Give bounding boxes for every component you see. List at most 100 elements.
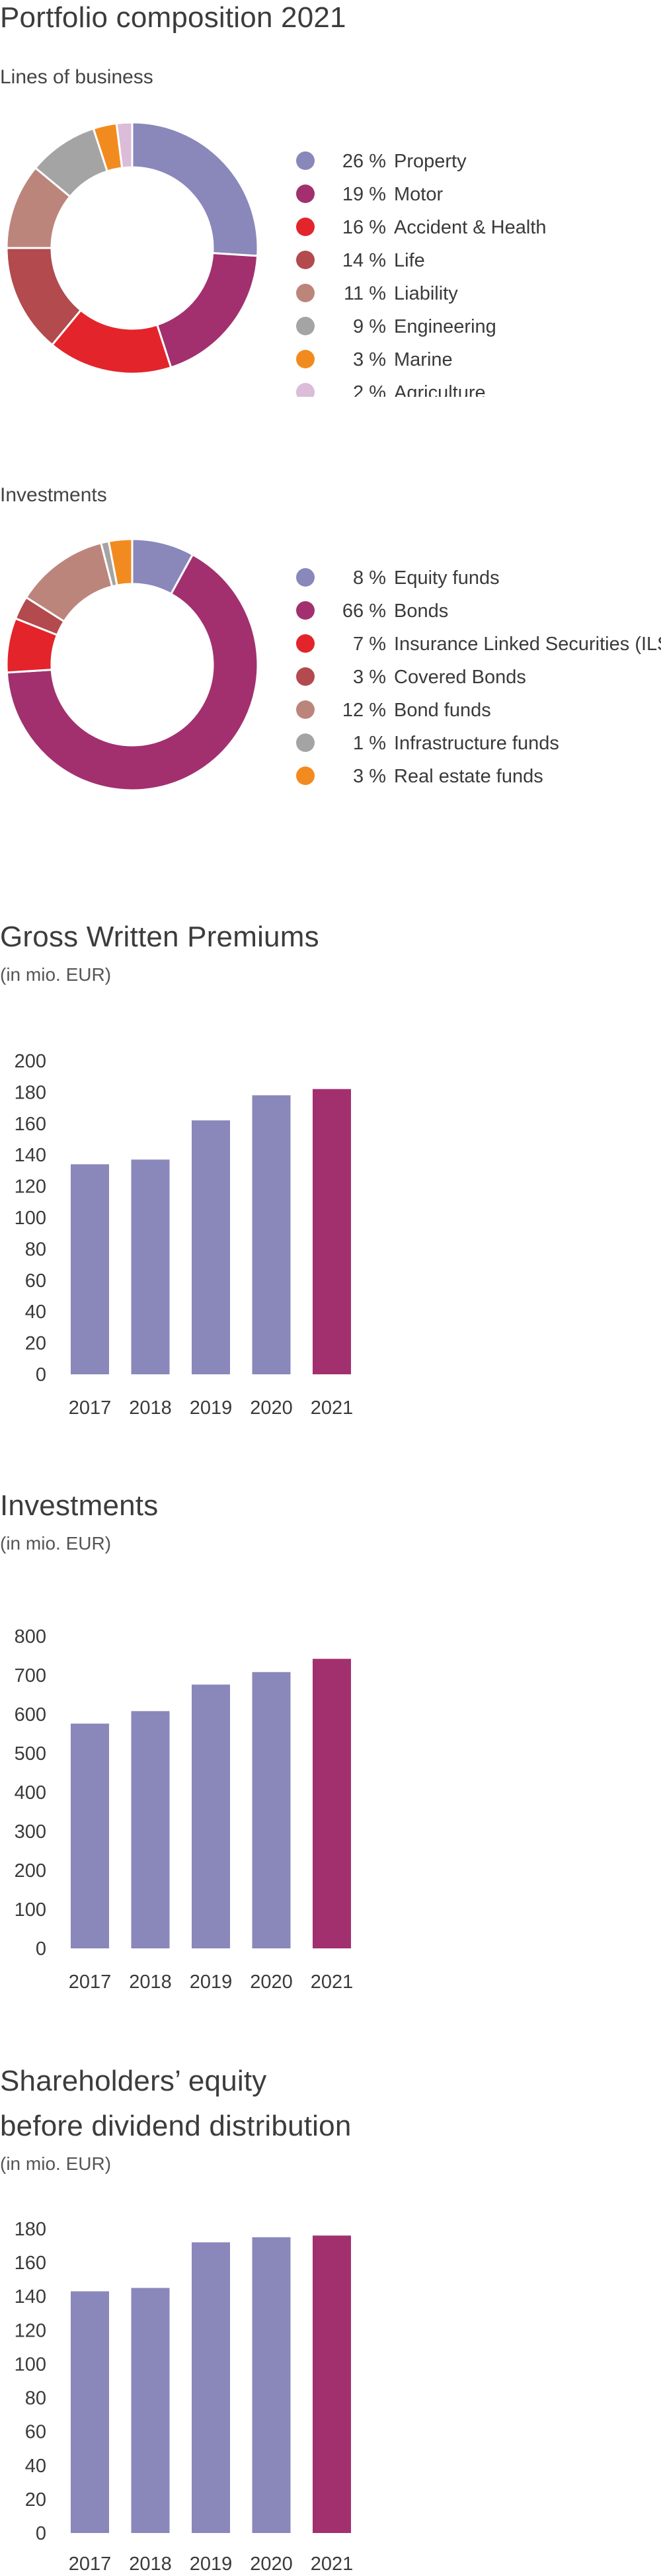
- bar-2019: [192, 1120, 230, 1374]
- y-tick-label: 0: [36, 1364, 46, 1386]
- equity-chart-title: Shareholders’ equity: [0, 2065, 267, 2097]
- y-tick-label: 0: [36, 2523, 46, 2544]
- legend-label: Property: [394, 151, 467, 172]
- legend-percent: 3 %: [353, 667, 386, 688]
- legend-swatch: [296, 733, 315, 752]
- y-tick-label: 80: [25, 1239, 46, 1260]
- page-title: Portfolio composition 2021: [0, 1, 346, 34]
- y-tick-label: 100: [15, 1208, 46, 1229]
- y-tick-label: 160: [15, 1114, 46, 1135]
- x-tick-label: 2017: [69, 1972, 112, 1993]
- legend-label: Agriculture: [394, 382, 486, 397]
- equity-chart-subtitle: (in mio. EUR): [0, 2153, 112, 2174]
- y-tick-label: 180: [15, 2219, 46, 2240]
- bar-2020: [252, 2237, 291, 2533]
- investments-chart-title: Investments: [0, 1489, 159, 1522]
- x-tick-label: 2018: [129, 1972, 172, 1993]
- investments-chart-subtitle: (in mio. EUR): [0, 1533, 112, 1554]
- legend-label: Real estate funds: [394, 766, 543, 787]
- legend-swatch: [296, 568, 315, 587]
- donut-slices: [5, 538, 259, 792]
- legend-label: Engineering: [394, 316, 496, 337]
- x-tick-label: 2020: [250, 1397, 293, 1419]
- legend-percent: 7 %: [353, 634, 386, 655]
- equity-chart-title-line2: before dividend distribution: [0, 2110, 352, 2142]
- bar-2021: [313, 1089, 351, 1374]
- y-tick-label: 0: [36, 1938, 46, 1960]
- legend-percent: 2 %: [353, 382, 386, 397]
- legend-percent: 3 %: [353, 766, 386, 787]
- y-tick-label: 140: [15, 1145, 46, 1166]
- legend-label: Life: [394, 250, 425, 271]
- legend-percent: 9 %: [353, 316, 386, 337]
- y-tick-label: 400: [15, 1782, 46, 1804]
- legend-percent: 16 %: [342, 217, 386, 238]
- bar-chart-gross-written-premiums: 0 20 40 60 80 100 120 140 160 180 200 2017 2018 2019 2…: [15, 1051, 354, 1419]
- x-tick-label: 2018: [129, 1397, 172, 1419]
- donut-slice-agriculture: [115, 121, 134, 169]
- y-tick-label: 100: [15, 2354, 46, 2375]
- y-tick-label: 40: [25, 1302, 46, 1323]
- bar-2020: [252, 1095, 291, 1374]
- bar-2017: [71, 1164, 109, 1374]
- bar-2020: [252, 1672, 291, 1948]
- legend-swatch: [296, 601, 315, 620]
- legend-label: Bonds: [394, 601, 448, 622]
- donut-legend: 8 % Equity funds 66 % Bonds 7 % Insurance Lin…: [296, 567, 661, 787]
- legend-swatch: [296, 284, 315, 302]
- y-tick-label: 180: [15, 1082, 46, 1103]
- bar-2017: [71, 2291, 109, 2533]
- bar-chart-body: 0 20 40 60 80 100 120 140 160 180 2017 2018 2019 2020…: [15, 2219, 354, 2575]
- y-tick-label: 700: [15, 1665, 46, 1686]
- donut-chart-investments: 8 % Equity funds 66 % Bonds 7 % Insurance Lin…: [5, 538, 661, 792]
- bar-2018: [131, 1711, 170, 1948]
- bar-2018: [131, 1159, 170, 1374]
- legend-percent: 11 %: [344, 283, 386, 304]
- bar-2019: [192, 2242, 230, 2533]
- x-tick-label: 2021: [311, 1972, 354, 1993]
- y-tick-label: 600: [15, 1704, 46, 1725]
- y-tick-label: 200: [15, 1051, 46, 1072]
- x-tick-label: 2019: [190, 1397, 233, 1419]
- legend-percent: 14 %: [342, 250, 386, 271]
- x-tick-label: 2017: [69, 2554, 112, 2575]
- bar-chart-investments: 0 100 200 300 400 500 600 700 800 2017 2018 2019 202…: [15, 1626, 354, 1993]
- legend-swatch: [296, 383, 315, 397]
- legend-swatch: [296, 251, 315, 269]
- x-tick-label: 2021: [311, 2554, 354, 2575]
- legend-swatch: [296, 151, 315, 170]
- x-tick-label: 2017: [69, 1397, 112, 1419]
- legend-swatch: [296, 218, 315, 236]
- gwp-chart-title: Gross Written Premiums: [0, 921, 319, 953]
- legend-percent: 8 %: [353, 567, 386, 589]
- bar-chart-body: 0 20 40 60 80 100 120 140 160 180 200 2017 2018 2019 2…: [15, 1051, 354, 1419]
- bar-2021: [313, 2235, 351, 2533]
- legend-swatch: [296, 317, 315, 335]
- y-tick-label: 160: [15, 2253, 46, 2274]
- legend-label: Covered Bonds: [394, 667, 526, 688]
- y-tick-label: 40: [25, 2456, 46, 2477]
- x-tick-label: 2021: [311, 1397, 354, 1419]
- legend-label: Insurance Linked Securities (ILS): [394, 634, 661, 655]
- y-tick-label: 800: [15, 1626, 46, 1647]
- y-tick-label: 500: [15, 1743, 46, 1765]
- bar-2018: [131, 2288, 170, 2533]
- legend-label: Infrastructure funds: [394, 733, 559, 754]
- legend-swatch: [296, 185, 315, 203]
- donut-slices: [5, 121, 259, 375]
- x-tick-label: 2019: [190, 1972, 233, 1993]
- legend-label: Equity funds: [394, 567, 500, 589]
- legend-percent: 66 %: [342, 601, 386, 622]
- legend-label: Motor: [394, 184, 443, 205]
- donut-lines-of-business-title: Lines of business: [0, 66, 153, 88]
- y-tick-label: 300: [15, 1821, 46, 1843]
- legend-swatch: [296, 700, 315, 719]
- y-tick-label: 140: [15, 2286, 46, 2307]
- y-tick-label: 120: [15, 1177, 46, 1198]
- bar-2019: [192, 1684, 230, 1948]
- legend-percent: 19 %: [342, 184, 386, 205]
- bar-2017: [71, 1724, 109, 1948]
- legend-swatch: [296, 634, 315, 653]
- donut-slice-motor: [155, 252, 259, 369]
- legend-swatch: [296, 667, 315, 686]
